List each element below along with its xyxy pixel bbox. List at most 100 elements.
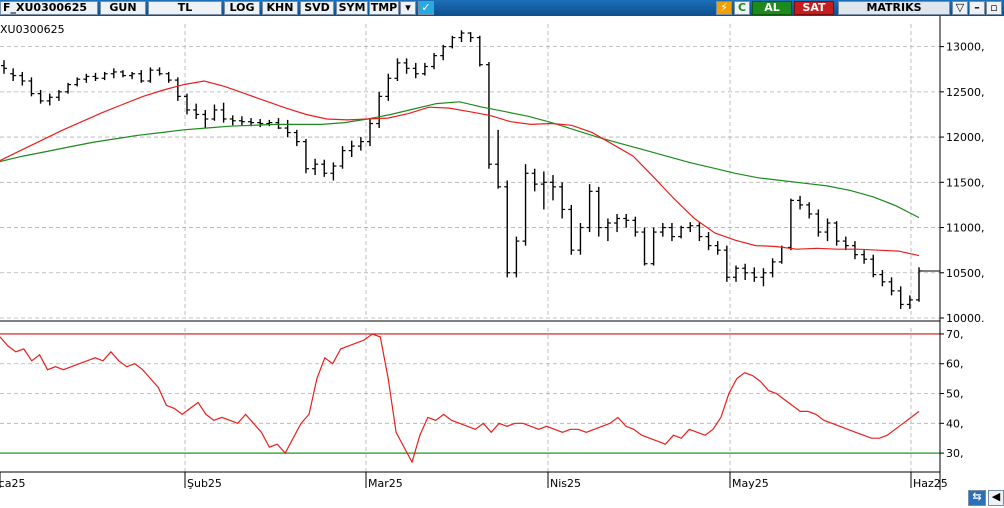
price-bar <box>595 186 602 237</box>
sync-icon[interactable]: ⇆ <box>968 490 986 506</box>
price-bar <box>751 267 758 282</box>
price-bar <box>723 245 730 282</box>
x-tick-label: Haz25 <box>913 477 948 490</box>
y-tick-label: 70, <box>946 328 964 341</box>
currency-button[interactable]: TL <box>148 1 222 15</box>
price-bar <box>714 241 721 255</box>
price-bar <box>577 223 584 255</box>
sym-button[interactable]: SYM <box>336 1 368 15</box>
brand-logo: MATRIKS <box>838 1 950 15</box>
price-bar <box>202 109 209 129</box>
price-bar <box>687 222 694 233</box>
bottom-tools: ⇆ ◀ <box>964 488 1004 508</box>
rsi-levels <box>0 333 940 454</box>
price-bar <box>421 62 428 76</box>
price-bar <box>467 32 474 43</box>
price-bar <box>65 82 72 94</box>
symbol-button[interactable]: F_XU0300625 <box>0 1 98 15</box>
log-button[interactable]: LOG <box>224 1 260 15</box>
scroll-left-icon[interactable]: ◀ <box>988 490 1004 506</box>
y-tick-label: 40, <box>946 417 964 430</box>
price-bar <box>650 227 657 266</box>
price-bar <box>376 91 383 129</box>
rsi-grid <box>0 328 940 476</box>
price-bar <box>522 164 529 246</box>
price-bar <box>46 93 53 106</box>
price-bar <box>229 115 236 126</box>
y-tick-label: 10500, <box>946 267 985 280</box>
price-bar <box>367 118 373 147</box>
price-bar <box>348 140 355 157</box>
price-bar <box>37 90 44 104</box>
price-bar <box>10 68 17 81</box>
x-tick-label: Şub25 <box>187 477 222 490</box>
price-bar <box>55 90 62 101</box>
price-bar <box>824 218 831 242</box>
price-bar <box>257 118 264 128</box>
buy-button[interactable]: AL <box>752 1 792 15</box>
menu-icon[interactable]: ▽ <box>952 1 968 15</box>
refresh-icon[interactable]: C <box>734 1 750 15</box>
price-bar <box>623 213 630 228</box>
price-bar <box>458 30 465 43</box>
price-bar <box>696 222 703 242</box>
price-bar <box>275 118 282 129</box>
price-bar <box>513 236 520 278</box>
price-bar <box>797 195 804 210</box>
price-bar <box>394 58 401 81</box>
y-tick-label: 12000, <box>946 131 985 144</box>
khn-button[interactable]: KHN <box>262 1 298 15</box>
price-bar <box>138 70 145 83</box>
price-bar <box>760 268 767 287</box>
short-moving-average-line <box>0 80 920 257</box>
price-bar <box>906 295 913 309</box>
price-bar <box>879 270 886 287</box>
price-bar <box>632 216 639 237</box>
price-bar <box>861 250 868 264</box>
price-bar <box>211 104 218 121</box>
price-bar <box>147 67 154 83</box>
x-tick-label: Nis25 <box>550 477 581 490</box>
maximize-icon[interactable]: ▫ <box>986 1 1002 15</box>
price-bar <box>440 44 447 61</box>
price-bar <box>678 225 685 239</box>
price-bar <box>531 168 538 192</box>
y-tick-label: 11000, <box>946 222 985 235</box>
period-button[interactable]: GUN <box>100 1 146 15</box>
long-moving-average-line <box>0 101 920 219</box>
x-tick-label: May25 <box>732 477 769 490</box>
price-bar <box>431 52 438 70</box>
price-bar <box>101 71 108 81</box>
price-bar <box>833 221 840 246</box>
price-bar <box>568 204 575 255</box>
price-bar <box>193 103 200 119</box>
price-bar <box>540 171 547 210</box>
price-bar <box>220 102 227 123</box>
twitter-icon[interactable]: ✓ <box>418 1 434 15</box>
dropdown-arrow-icon[interactable]: ▾ <box>400 1 416 15</box>
y-tick-label: 50, <box>946 388 964 401</box>
price-bar <box>312 158 319 176</box>
price-bar <box>403 58 410 74</box>
axes <box>0 16 941 490</box>
lightning-icon[interactable]: ⚡ <box>716 1 732 15</box>
sell-button[interactable]: SAT <box>794 1 834 15</box>
price-bar <box>668 223 675 242</box>
price-bar <box>641 227 648 266</box>
y-tick-label: 30, <box>946 447 964 460</box>
price-chart[interactable]: XU0300625 10000. 10500, 11000, 11500, 12000,… <box>0 16 1004 508</box>
y-tick-label: 13000, <box>946 41 985 54</box>
price-bar <box>870 254 877 278</box>
price-bar <box>504 180 511 278</box>
tmp-button[interactable]: TMP <box>369 1 399 15</box>
y-tick-label: 11500, <box>946 176 985 189</box>
y-tick-label: 10000. <box>946 312 985 325</box>
price-bar <box>1 60 7 74</box>
price-bar <box>897 286 904 309</box>
minimize-icon[interactable]: – <box>969 1 985 15</box>
price-bar <box>119 70 126 78</box>
price-bar <box>659 223 666 237</box>
svd-button[interactable]: SVD <box>300 1 334 15</box>
price-bar <box>302 138 309 174</box>
price-bar <box>284 119 291 138</box>
